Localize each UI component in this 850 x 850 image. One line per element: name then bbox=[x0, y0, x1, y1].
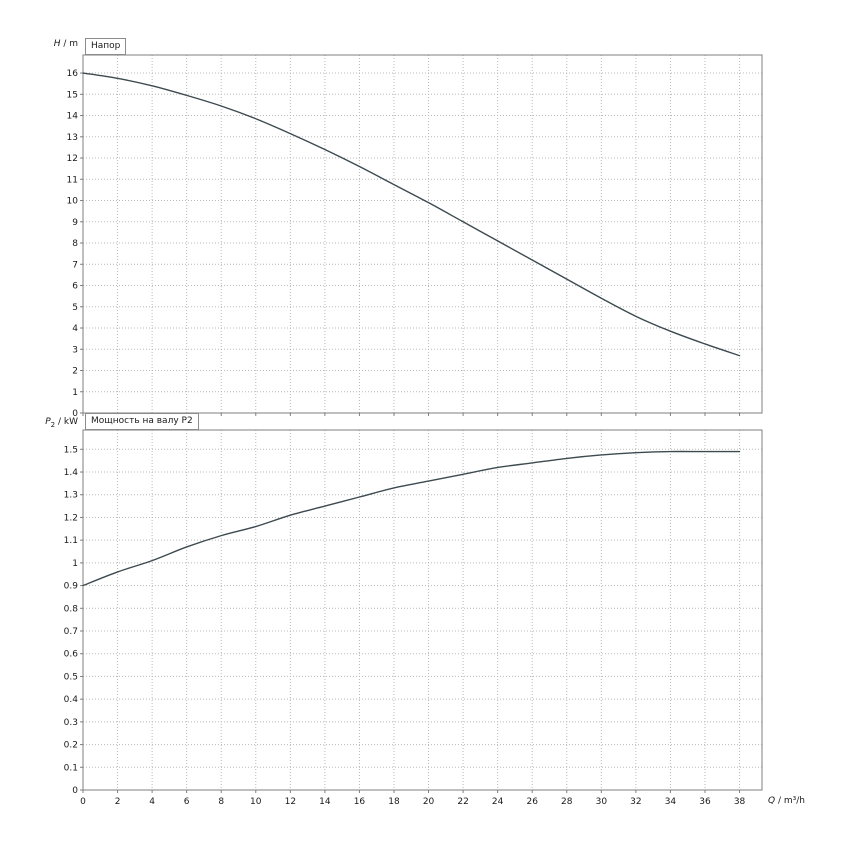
y-tick-label: 14 bbox=[67, 112, 79, 122]
x-tick-label: 6 bbox=[184, 797, 190, 807]
top-y-axis-label: H / m bbox=[18, 39, 78, 51]
plot-border bbox=[82, 429, 763, 791]
y-tick-label: 1 bbox=[72, 388, 78, 398]
x-tick-label: 18 bbox=[388, 797, 400, 807]
x-axis-symbol: Q bbox=[768, 796, 776, 806]
y-tick-label: 15 bbox=[67, 90, 78, 100]
x-tick-label: 14 bbox=[319, 797, 331, 807]
top-chart-title: Напор bbox=[85, 38, 127, 55]
y-tick-label: 11 bbox=[67, 175, 78, 185]
x-tick-label: 22 bbox=[457, 797, 468, 807]
y-tick-label: 0.7 bbox=[64, 627, 78, 637]
y-tick-label: 12 bbox=[67, 154, 78, 164]
y-tick-label: 0.9 bbox=[64, 582, 79, 592]
bottom-y-axis-label: P2 / kW bbox=[10, 417, 78, 429]
x-tick-label: 10 bbox=[250, 797, 262, 807]
bottom-chart-title: Мощность на валу P2 bbox=[85, 413, 199, 430]
x-tick-label: 30 bbox=[596, 797, 608, 807]
plot-power-curve: 0 0.1 0.2 0.3 0.4 0.5 0.6 0.7 0.8 0.9 1 1.1 1.2 1.3 1.… bbox=[64, 429, 763, 807]
y-tick-label: 13 bbox=[67, 133, 78, 143]
x-tick-label: 16 bbox=[354, 797, 366, 807]
power-curve bbox=[82, 450, 741, 587]
head-curve bbox=[82, 72, 741, 357]
y-tick-label: 0.2 bbox=[64, 741, 78, 751]
x-tick-label: 12 bbox=[285, 797, 296, 807]
y-tick-label: 1.2 bbox=[64, 513, 78, 523]
y-tick-label: 16 bbox=[67, 69, 79, 79]
y-tick-label: 0 bbox=[72, 409, 78, 419]
x-tick-label: 26 bbox=[526, 797, 538, 807]
x-tick-label: 32 bbox=[630, 797, 641, 807]
y-tick-label: 5 bbox=[72, 303, 78, 313]
x-tick-label: 8 bbox=[218, 797, 224, 807]
y-tick-label: 1.4 bbox=[64, 468, 79, 478]
x-tick-label: 38 bbox=[734, 797, 746, 807]
bottom-y-axis-unit: / kW bbox=[55, 417, 78, 427]
top-y-axis-symbol: H bbox=[53, 39, 61, 49]
y-tick-label: 0.1 bbox=[64, 763, 78, 773]
y-tick-label: 0 bbox=[72, 786, 78, 796]
y-tick-label: 8 bbox=[72, 239, 78, 249]
x-axis-unit: / m³/h bbox=[775, 796, 805, 806]
x-tick-label: 28 bbox=[561, 797, 573, 807]
y-tick-label: 0.8 bbox=[64, 604, 79, 614]
y-tick-label: 9 bbox=[72, 218, 78, 228]
x-tick-label: 2 bbox=[115, 797, 121, 807]
y-tick-label: 0.6 bbox=[64, 650, 79, 660]
bottom-y-axis-subscript: 2 bbox=[50, 420, 56, 429]
top-y-axis-unit: / m bbox=[60, 39, 78, 49]
plot-border bbox=[82, 54, 763, 414]
y-tick-label: 2 bbox=[72, 367, 78, 377]
x-tick-label: 4 bbox=[149, 797, 155, 807]
bottom-y-axis-symbol: P bbox=[45, 417, 51, 427]
y-tick-label: 0.4 bbox=[64, 695, 79, 705]
y-tick-label: 1.3 bbox=[64, 491, 78, 501]
y-tick-label: 1.5 bbox=[64, 445, 78, 455]
y-tick-label: 0.5 bbox=[64, 672, 78, 682]
y-tick-label: 4 bbox=[72, 324, 78, 334]
x-tick-label: 0 bbox=[80, 797, 86, 807]
y-tick-label: 7 bbox=[72, 260, 78, 270]
x-tick-label: 20 bbox=[423, 797, 435, 807]
x-tick-label: 34 bbox=[665, 797, 677, 807]
y-tick-label: 3 bbox=[72, 345, 78, 355]
y-tick-label: 6 bbox=[72, 282, 78, 292]
y-tick-label: 1.1 bbox=[64, 536, 78, 546]
x-tick-label: 24 bbox=[492, 797, 504, 807]
y-tick-label: 10 bbox=[67, 197, 79, 207]
x-tick-label: 36 bbox=[699, 797, 711, 807]
x-axis-label: Q / m³/h bbox=[768, 796, 805, 806]
y-tick-label: 0.3 bbox=[64, 718, 78, 728]
y-tick-label: 1 bbox=[72, 559, 78, 569]
